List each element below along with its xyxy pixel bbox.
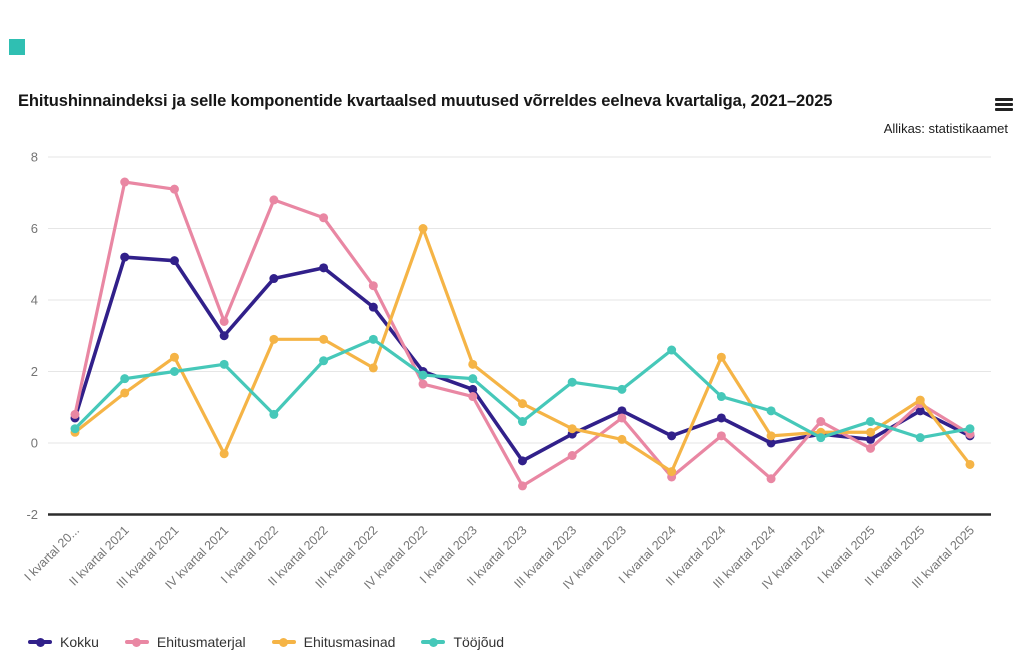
data-point-ehitusmasinad[interactable] — [169, 352, 179, 362]
data-point-ehitusmaterjal[interactable] — [169, 184, 179, 194]
legend-label: Tööjõud — [453, 634, 505, 650]
data-point-ehitusmasinad[interactable] — [418, 224, 428, 233]
data-point-ehitusmaterjal[interactable] — [219, 316, 229, 326]
data-point-toojoud[interactable] — [368, 334, 378, 344]
data-point-toojoud[interactable] — [567, 377, 577, 387]
legend-marker-icon — [271, 636, 296, 648]
data-point-ehitusmaterjal[interactable] — [319, 213, 329, 223]
data-point-ehitusmasinad[interactable] — [766, 431, 776, 441]
data-point-ehitusmaterjal[interactable] — [269, 195, 279, 205]
legend-marker-icon — [28, 636, 52, 648]
legend-marker-icon — [124, 636, 149, 648]
data-point-ehitusmaterjal[interactable] — [418, 379, 428, 389]
data-point-ehitusmasinad[interactable] — [219, 449, 229, 459]
data-point-toojoud[interactable] — [319, 356, 329, 366]
data-point-ehitusmaterjal[interactable] — [120, 177, 130, 187]
y-tick-label: 0 — [31, 436, 38, 451]
legend-label: Ehitusmaterjal — [156, 634, 246, 650]
data-point-ehitusmaterjal[interactable] — [617, 413, 627, 423]
data-point-kokku[interactable] — [716, 413, 726, 423]
legend-item-ehitusmasinad[interactable]: Ehitusmasinad — [271, 634, 396, 650]
data-point-kokku[interactable] — [766, 438, 776, 448]
chart-legend: Kokku Ehitusmaterjal Ehitusmasinad Tööjõud — [28, 634, 504, 650]
data-point-toojoud[interactable] — [70, 424, 80, 434]
data-point-ehitusmaterjal[interactable] — [716, 431, 726, 441]
data-point-toojoud[interactable] — [269, 409, 279, 419]
data-point-ehitusmasinad[interactable] — [517, 399, 527, 409]
legend-item-toojoud[interactable]: Tööjõud — [421, 634, 504, 650]
data-point-kokku[interactable] — [120, 252, 130, 262]
data-point-toojoud[interactable] — [169, 367, 179, 376]
data-point-ehitusmaterjal[interactable] — [567, 451, 577, 461]
data-point-kokku[interactable] — [219, 331, 229, 341]
data-point-kokku[interactable] — [468, 384, 478, 394]
data-point-kokku[interactable] — [269, 274, 279, 284]
legend-item-ehitusmaterjal[interactable]: Ehitusmaterjal — [124, 634, 246, 650]
data-point-toojoud[interactable] — [219, 359, 229, 369]
data-point-ehitusmasinad[interactable] — [567, 424, 577, 434]
brand-corner-square — [9, 39, 25, 55]
data-point-ehitusmaterjal[interactable] — [70, 409, 80, 419]
data-point-toojoud[interactable] — [915, 433, 925, 443]
data-point-kokku[interactable] — [319, 263, 329, 273]
data-point-toojoud[interactable] — [965, 424, 975, 434]
data-point-ehitusmasinad[interactable] — [965, 459, 975, 469]
data-point-ehitusmasinad[interactable] — [915, 395, 925, 405]
data-point-toojoud[interactable] — [418, 370, 428, 380]
data-point-kokku[interactable] — [617, 406, 627, 416]
data-point-toojoud[interactable] — [667, 345, 677, 355]
data-point-toojoud[interactable] — [517, 417, 527, 427]
data-point-toojoud[interactable] — [866, 417, 876, 427]
data-point-toojoud[interactable] — [120, 374, 130, 384]
data-point-ehitusmasinad[interactable] — [716, 352, 726, 362]
data-point-ehitusmasinad[interactable] — [667, 467, 677, 477]
data-point-toojoud[interactable] — [617, 384, 627, 394]
data-point-toojoud[interactable] — [716, 392, 726, 402]
data-point-kokku[interactable] — [517, 456, 527, 466]
y-tick-label: -2 — [26, 507, 38, 522]
y-tick-label: 2 — [31, 364, 38, 379]
legend-label: Kokku — [60, 634, 99, 650]
y-tick-label: 8 — [31, 150, 38, 165]
y-tick-label: 4 — [31, 293, 38, 308]
data-point-kokku[interactable] — [915, 406, 925, 416]
data-point-toojoud[interactable] — [766, 406, 776, 416]
data-point-kokku[interactable] — [169, 256, 179, 266]
data-point-ehitusmaterjal[interactable] — [468, 392, 478, 402]
legend-marker-icon — [421, 636, 446, 648]
data-point-ehitusmasinad[interactable] — [468, 359, 478, 369]
data-point-kokku[interactable] — [368, 302, 378, 312]
series-line-ehitusmaterjal — [73, 180, 972, 488]
hamburger-menu-icon[interactable] — [995, 98, 1013, 111]
legend-item-kokku[interactable]: Kokku — [28, 634, 99, 650]
data-point-ehitusmasinad[interactable] — [319, 334, 329, 344]
data-point-toojoud[interactable] — [816, 433, 826, 443]
data-point-ehitusmaterjal[interactable] — [517, 481, 527, 491]
data-point-ehitusmasinad[interactable] — [368, 363, 378, 373]
data-point-ehitusmasinad[interactable] — [269, 334, 279, 344]
data-point-ehitusmasinad[interactable] — [617, 434, 627, 444]
y-tick-label: 6 — [31, 221, 38, 236]
legend-label: Ehitusmasinad — [303, 634, 396, 650]
data-point-toojoud[interactable] — [468, 374, 478, 384]
data-point-ehitusmaterjal[interactable] — [816, 417, 826, 427]
data-point-ehitusmaterjal[interactable] — [766, 474, 776, 484]
data-point-ehitusmasinad[interactable] — [120, 388, 130, 398]
chart-title: Ehitushinnaindeksi ja selle komponentide… — [18, 92, 833, 110]
data-point-ehitusmasinad[interactable] — [866, 427, 876, 437]
source-label: Allikas: statistikaamet — [883, 121, 1008, 136]
data-point-kokku[interactable] — [866, 434, 876, 444]
data-point-ehitusmaterjal[interactable] — [866, 443, 876, 453]
data-point-kokku[interactable] — [667, 431, 677, 441]
data-point-ehitusmaterjal[interactable] — [368, 281, 378, 291]
